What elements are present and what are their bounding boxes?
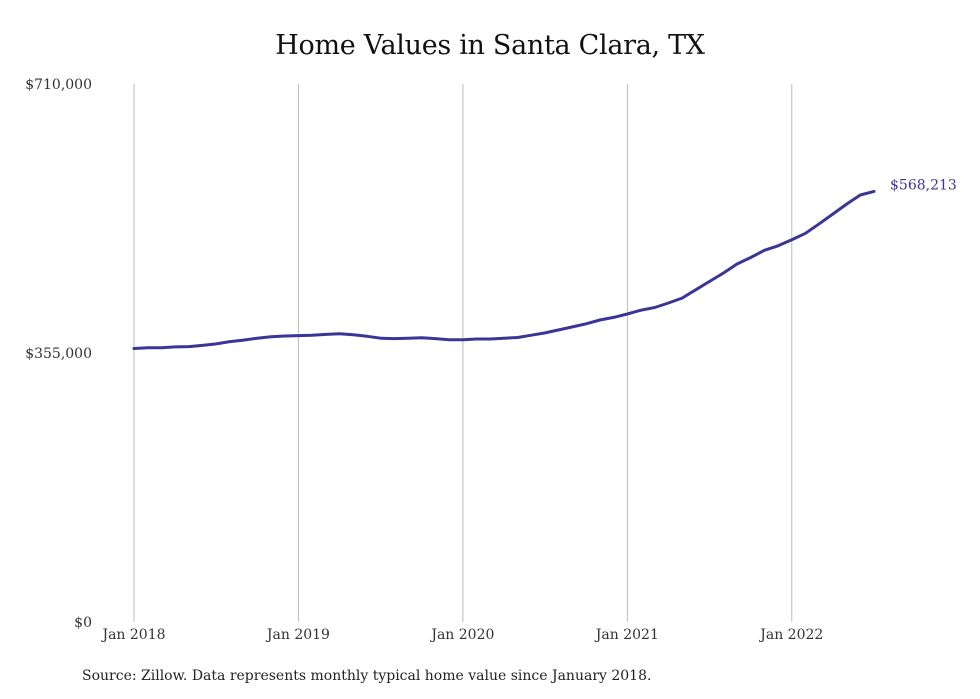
x-tick-label: Jan 2020 <box>429 627 494 643</box>
label-layer: $568,213 <box>890 177 957 193</box>
source-note: Source: Zillow. Data represents monthly … <box>82 668 652 684</box>
series-line <box>132 189 876 350</box>
y-tick-label: $0 <box>74 615 92 631</box>
grid-layer <box>133 84 793 622</box>
x-tick-label: Jan 2018 <box>100 627 165 643</box>
x-tick-label: Jan 2021 <box>594 627 659 643</box>
chart-title: Home Values in Santa Clara, TX <box>275 30 705 61</box>
x-tick-label: Jan 2022 <box>758 627 823 643</box>
y-tick-label: $355,000 <box>25 346 92 362</box>
end-value-label: $568,213 <box>890 177 957 193</box>
series-layer <box>132 189 876 350</box>
y-tick-label: $710,000 <box>25 77 92 93</box>
y-axis-ticks: $0 $355,000 $710,000 <box>25 77 92 631</box>
x-axis-ticks: Jan 2018 Jan 2019 Jan 2020 Jan 2021 Jan 2022 <box>100 627 823 643</box>
x-tick-label: Jan 2019 <box>265 627 330 643</box>
